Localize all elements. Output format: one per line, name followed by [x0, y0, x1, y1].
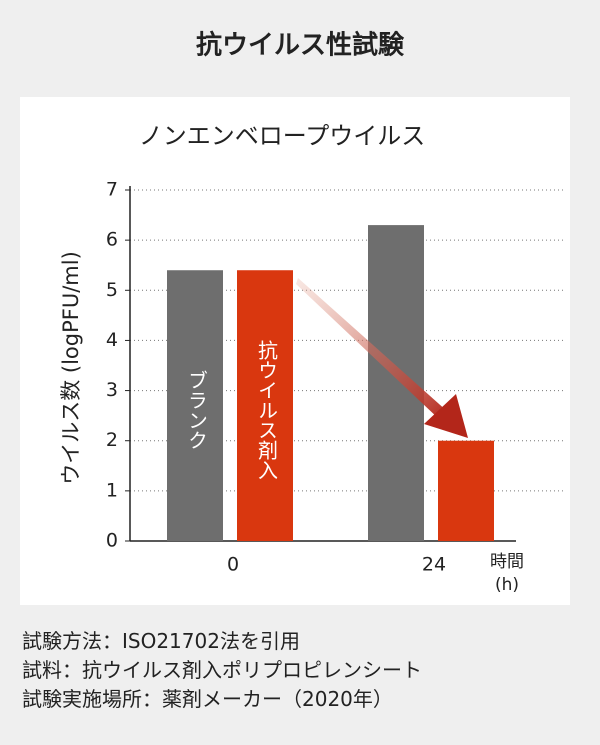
- chart: 抗ウイルス性試験 ノンエンベロープウイルス ウイルス数 (logPFU/ml) …: [20, 30, 570, 605]
- y-tick-label: 2: [106, 429, 118, 451]
- page-title: 抗ウイルス性試験: [196, 30, 405, 61]
- series-label: ブランク: [185, 370, 209, 450]
- bar: [368, 225, 424, 541]
- y-tick-label: 4: [106, 329, 118, 351]
- y-tick-label: 7: [106, 179, 118, 201]
- bar: [167, 270, 223, 541]
- y-tick-label: 6: [106, 229, 118, 251]
- trend-arrowhead: [424, 394, 468, 438]
- plot: 0 1 2 3 4 5 6 7 0 ブランク 抗ウイルス剤入 24: [106, 179, 566, 576]
- bar: [237, 270, 293, 541]
- note: 試料：抗ウイルス剤入ポリプロピレンシート: [22, 658, 422, 682]
- x-tick-label: 24: [422, 554, 446, 576]
- note: 試験方法：ISO21702法を引用: [22, 629, 300, 653]
- y-tick-label: 5: [106, 279, 118, 301]
- trend-arrow: [296, 278, 448, 420]
- bar: [438, 440, 494, 541]
- y-tick-label: 3: [106, 379, 118, 401]
- x-axis-label: 時間: [490, 552, 524, 572]
- x-tick-label: 0: [227, 554, 239, 576]
- note: 試験実施場所：薬剤メーカー（2020年）: [22, 687, 393, 711]
- y-tick-label: 0: [106, 530, 118, 552]
- chart-title: ノンエンベロープウイルス: [139, 122, 426, 150]
- x-axis-unit: (h): [495, 575, 519, 595]
- series-label: 抗ウイルス剤入: [255, 340, 279, 480]
- y-tick-label: 1: [106, 479, 118, 501]
- y-axis-label: ウイルス数 (logPFU/ml): [59, 251, 83, 485]
